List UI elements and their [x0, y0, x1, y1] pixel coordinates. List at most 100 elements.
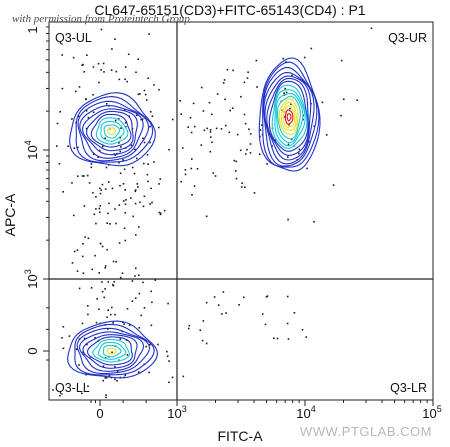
- event-dot: [97, 62, 100, 65]
- event-dot: [205, 342, 208, 345]
- event-dot: [72, 56, 75, 59]
- event-dot: [293, 312, 296, 314]
- event-dot: [184, 173, 187, 176]
- event-dot: [235, 160, 238, 163]
- event-dot: [98, 207, 101, 210]
- event-dot: [138, 292, 141, 295]
- event-dot: [139, 93, 141, 95]
- event-dot: [78, 364, 80, 366]
- event-dot: [131, 280, 134, 282]
- contour-ring: [276, 95, 301, 140]
- event-dot: [67, 145, 69, 147]
- event-dot: [56, 122, 59, 125]
- event-dot: [196, 168, 199, 170]
- event-dot: [94, 337, 96, 339]
- event-dot: [109, 223, 111, 225]
- event-dot: [202, 110, 205, 112]
- event-dot: [77, 115, 80, 118]
- event-dot: [92, 66, 95, 68]
- event-dot: [124, 203, 127, 205]
- event-dot: [143, 141, 146, 144]
- event-dot: [313, 221, 315, 223]
- event-dot: [99, 192, 102, 195]
- event-dot: [82, 272, 85, 274]
- event-dot: [187, 126, 189, 128]
- event-dot: [118, 161, 120, 164]
- event-dot: [180, 180, 182, 183]
- event-dot: [124, 189, 126, 191]
- event-dot: [246, 148, 248, 151]
- event-dot: [287, 143, 290, 146]
- event-dot: [77, 146, 79, 149]
- event-dot: [343, 98, 345, 101]
- contour-ring: [274, 89, 306, 147]
- event-dot: [301, 329, 304, 331]
- event-dot: [205, 301, 208, 304]
- contour-ring: [262, 61, 320, 168]
- event-dot: [187, 327, 190, 330]
- event-dot: [123, 323, 125, 325]
- event-dot: [145, 345, 147, 348]
- event-dot: [147, 180, 149, 183]
- event-dot: [285, 61, 287, 63]
- contour-ring: [90, 113, 132, 148]
- event-dot: [159, 212, 162, 215]
- event-dot: [99, 243, 102, 245]
- event-dot: [190, 131, 193, 134]
- event-dot: [81, 255, 84, 258]
- event-dot: [163, 209, 166, 212]
- event-dot: [119, 184, 121, 187]
- event-dot: [85, 98, 87, 101]
- event-dot: [229, 109, 231, 112]
- event-dot: [113, 281, 116, 283]
- event-dot: [149, 111, 152, 113]
- event-dot: [106, 316, 108, 318]
- event-dot: [303, 56, 306, 59]
- x-tick-label-10000: 104: [296, 404, 315, 421]
- quadrant-label-ll: Q3-LL: [55, 381, 90, 395]
- event-dot: [138, 327, 141, 329]
- event-dot: [138, 274, 140, 277]
- event-dot: [243, 113, 246, 116]
- event-dot: [370, 27, 373, 30]
- event-dot: [282, 57, 285, 60]
- event-dot: [83, 175, 85, 177]
- event-dot: [209, 131, 212, 133]
- contour-ring: [284, 109, 294, 125]
- event-dot: [84, 236, 86, 238]
- event-dot: [290, 103, 292, 105]
- contour-ring: [95, 117, 129, 145]
- event-dot: [200, 144, 203, 146]
- event-dot: [138, 226, 140, 228]
- event-dot: [216, 93, 219, 95]
- event-dot: [261, 313, 264, 315]
- event-dot: [62, 326, 65, 328]
- contour-ring: [67, 320, 158, 379]
- contour-ring: [97, 341, 127, 360]
- event-dot: [222, 82, 225, 84]
- event-dot: [154, 279, 157, 281]
- chart-title: CL647-65151(CD3)+FITC-65143(CD4) : P1: [94, 2, 365, 18]
- event-dot: [151, 201, 153, 204]
- event-dot: [90, 166, 93, 169]
- event-dot: [171, 376, 174, 379]
- event-dot: [138, 371, 140, 373]
- contour-ring: [282, 105, 296, 128]
- event-dot: [87, 305, 89, 307]
- event-dot: [151, 115, 154, 117]
- event-dot: [118, 78, 121, 81]
- event-dot: [226, 68, 229, 71]
- event-dot: [191, 194, 193, 196]
- event-dot: [209, 150, 212, 153]
- event-dot: [180, 113, 183, 115]
- event-dot: [151, 301, 153, 304]
- event-dot: [243, 296, 245, 299]
- x-tick-label-100000: 105: [422, 404, 441, 421]
- event-dot: [223, 79, 226, 81]
- event-dot: [199, 329, 202, 331]
- event-dot: [291, 74, 293, 77]
- event-dot: [61, 87, 64, 90]
- event-dot: [71, 262, 74, 264]
- event-dot: [222, 291, 225, 293]
